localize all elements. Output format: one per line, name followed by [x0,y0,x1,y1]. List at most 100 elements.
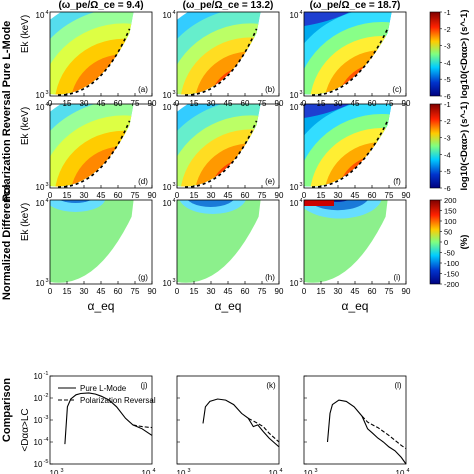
line-chart-panel [49,375,153,465]
x-tick-label: 60 [241,191,250,200]
x-axis-label: α_eq [342,299,369,313]
heatmap-panel [176,103,280,189]
y-tick-exponent: 3 [172,90,175,96]
x-tick-label: 30 [80,287,89,296]
column-title: (ω_pe/Ω_ce = 13.2) [183,0,274,11]
y-tick-exponent: 3 [299,90,302,96]
x-tick-label: 90 [275,191,284,200]
colorbar-tick-label: -6 [444,184,451,193]
x-tick-label: 90 [402,287,411,296]
y-tick-label: 10 [36,279,45,288]
x-tick-exponent: 3 [314,468,317,474]
colorbar-tick-label: -5 [444,167,451,176]
panel-letter: (k) [266,381,276,390]
y-tick-exponent: 4 [172,102,175,108]
y-tick-label: 10 [290,103,299,112]
contour-band [55,200,96,203]
x-tick-label: 0 [48,99,53,108]
y-tick-exponent: -1 [44,371,49,377]
y-tick-label: 10 [290,279,299,288]
x-tick-label: 90 [402,99,411,108]
colorbar-tick-label: 200 [444,196,457,205]
x-tick-label: 10 [50,469,59,474]
colorbar-tick-label: -4 [444,58,451,67]
x-tick-label: 30 [80,191,89,200]
y-tick-label: 10 [36,103,45,112]
colorbar-tick-label: -1 [444,100,451,109]
x-tick-label: 60 [241,99,250,108]
y-tick-label: 10 [34,394,43,403]
x-tick-label: 45 [351,99,360,108]
row-label: Normalized Difference [1,184,13,300]
x-tick-label: 30 [207,99,216,108]
y-tick-label: 10 [34,438,43,447]
legend-label: Polarization Reversal [80,396,156,405]
y-axis-label: Ek (keV) [20,203,31,241]
y-tick-label: 10 [36,91,45,100]
colorbar-tick-label: 0 [444,238,448,247]
row-label: Comparison [1,378,13,442]
contour-band [304,12,350,26]
difference-panel [176,199,280,285]
x-tick-label: 75 [258,191,267,200]
panel-letter: (e) [265,177,275,186]
colorbar-tick-label: -50 [444,249,455,258]
y-tick-exponent: 4 [45,198,48,204]
y-tick-label: 10 [163,11,172,20]
x-tick-label: 0 [48,191,53,200]
y-tick-label: 10 [34,416,43,425]
y-tick-label: 10 [163,103,172,112]
y-tick-label: 10 [163,199,172,208]
y-tick-exponent: 4 [45,102,48,108]
colorbar-tick-label: -3 [444,42,451,51]
y-tick-exponent: 3 [45,90,48,96]
panel-letter: (b) [265,85,275,94]
x-tick-label: 30 [334,191,343,200]
x-tick-label: 30 [207,191,216,200]
colorbar-tick-label: -6 [444,92,451,101]
y-tick-label: 10 [36,11,45,20]
y-tick-exponent: 3 [45,278,48,284]
x-tick-label: 15 [190,191,199,200]
y-axis-label: Ek (keV) [20,107,31,145]
y-tick-label: 10 [290,11,299,20]
x-tick-label: 0 [48,287,53,296]
difference-panel [303,199,407,285]
contour-band [184,200,237,207]
colorbar-tick-label: -2 [444,117,451,126]
x-tick-label: 45 [224,99,233,108]
column-title: (ω_pe/Ω_ce = 9.4) [58,0,143,11]
colorbar-tick-label: 100 [444,217,457,226]
y-tick-label: 10 [34,460,43,469]
y-tick-exponent: -4 [44,437,49,443]
y-tick-label: 10 [36,183,45,192]
x-tick-exponent: 4 [406,468,409,474]
x-tick-label: 15 [317,287,326,296]
x-tick-label: 0 [175,287,180,296]
x-tick-label: 15 [63,287,72,296]
x-tick-label: 45 [224,287,233,296]
polarization-reversal-line [361,415,407,450]
x-tick-label: 90 [275,287,284,296]
x-tick-label: 0 [302,191,307,200]
panel-letter: (l) [394,381,401,390]
x-tick-label: 30 [207,287,216,296]
x-tick-label: 0 [175,99,180,108]
colorbar-label: log10(<Dαα>) (s^-1) [459,9,470,98]
y-tick-exponent: 4 [172,10,175,16]
panel-letter: (a) [138,85,148,94]
y-axis-label: <Dαα>LC [20,408,31,451]
x-tick-exponent: 3 [60,468,63,474]
y-tick-exponent: 3 [299,182,302,188]
y-tick-label: 10 [290,91,299,100]
x-tick-label: 10 [269,469,278,474]
x-tick-label: 45 [351,191,360,200]
colorbar-tick-label: 150 [444,207,457,216]
colorbar-label: (%) [459,235,470,250]
x-tick-label: 75 [131,191,140,200]
x-tick-label: 90 [402,191,411,200]
x-tick-label: 15 [190,287,199,296]
y-tick-exponent: -2 [44,393,49,399]
x-tick-label: 90 [148,191,157,200]
x-tick-label: 75 [385,191,394,200]
